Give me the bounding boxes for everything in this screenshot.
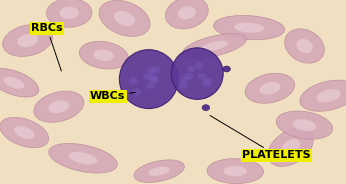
Ellipse shape bbox=[178, 6, 196, 20]
Ellipse shape bbox=[69, 152, 98, 164]
Ellipse shape bbox=[300, 80, 346, 111]
Ellipse shape bbox=[281, 139, 300, 155]
Ellipse shape bbox=[268, 128, 313, 167]
Ellipse shape bbox=[99, 0, 150, 36]
Ellipse shape bbox=[3, 77, 24, 89]
Ellipse shape bbox=[198, 73, 206, 80]
Ellipse shape bbox=[223, 66, 230, 72]
Text: PLATELETS: PLATELETS bbox=[210, 116, 311, 160]
Ellipse shape bbox=[133, 88, 141, 95]
Ellipse shape bbox=[245, 73, 294, 103]
Ellipse shape bbox=[48, 100, 69, 113]
Ellipse shape bbox=[276, 111, 333, 139]
Ellipse shape bbox=[183, 34, 246, 58]
Ellipse shape bbox=[202, 80, 211, 87]
Ellipse shape bbox=[146, 82, 155, 89]
Ellipse shape bbox=[201, 41, 228, 51]
Ellipse shape bbox=[46, 0, 92, 27]
Ellipse shape bbox=[143, 73, 152, 80]
Ellipse shape bbox=[194, 62, 203, 69]
Ellipse shape bbox=[213, 15, 285, 40]
Ellipse shape bbox=[134, 160, 184, 182]
Ellipse shape bbox=[151, 66, 160, 73]
Ellipse shape bbox=[180, 76, 189, 83]
Ellipse shape bbox=[34, 91, 84, 122]
Ellipse shape bbox=[179, 82, 188, 89]
Ellipse shape bbox=[224, 166, 247, 176]
Ellipse shape bbox=[79, 41, 128, 69]
Ellipse shape bbox=[149, 74, 157, 81]
Ellipse shape bbox=[171, 48, 223, 99]
Ellipse shape bbox=[3, 24, 53, 56]
Ellipse shape bbox=[202, 105, 210, 111]
Ellipse shape bbox=[187, 66, 195, 72]
Ellipse shape bbox=[296, 39, 313, 53]
Ellipse shape bbox=[234, 22, 264, 33]
Ellipse shape bbox=[150, 77, 159, 84]
Ellipse shape bbox=[147, 67, 155, 74]
Ellipse shape bbox=[260, 82, 280, 95]
Ellipse shape bbox=[165, 0, 208, 29]
Text: WBCs: WBCs bbox=[90, 91, 136, 101]
Text: RBCs: RBCs bbox=[31, 23, 63, 71]
Ellipse shape bbox=[148, 166, 170, 176]
Ellipse shape bbox=[203, 78, 212, 85]
Ellipse shape bbox=[14, 126, 35, 139]
Ellipse shape bbox=[0, 69, 39, 97]
Ellipse shape bbox=[207, 159, 264, 184]
Ellipse shape bbox=[129, 78, 138, 85]
Ellipse shape bbox=[317, 89, 341, 102]
Ellipse shape bbox=[0, 117, 48, 148]
Ellipse shape bbox=[17, 34, 38, 47]
Ellipse shape bbox=[49, 144, 117, 173]
Ellipse shape bbox=[93, 49, 114, 61]
Ellipse shape bbox=[60, 7, 79, 19]
Ellipse shape bbox=[119, 50, 178, 109]
Ellipse shape bbox=[185, 73, 193, 80]
Ellipse shape bbox=[114, 11, 135, 26]
Ellipse shape bbox=[285, 29, 324, 63]
Ellipse shape bbox=[293, 119, 316, 131]
